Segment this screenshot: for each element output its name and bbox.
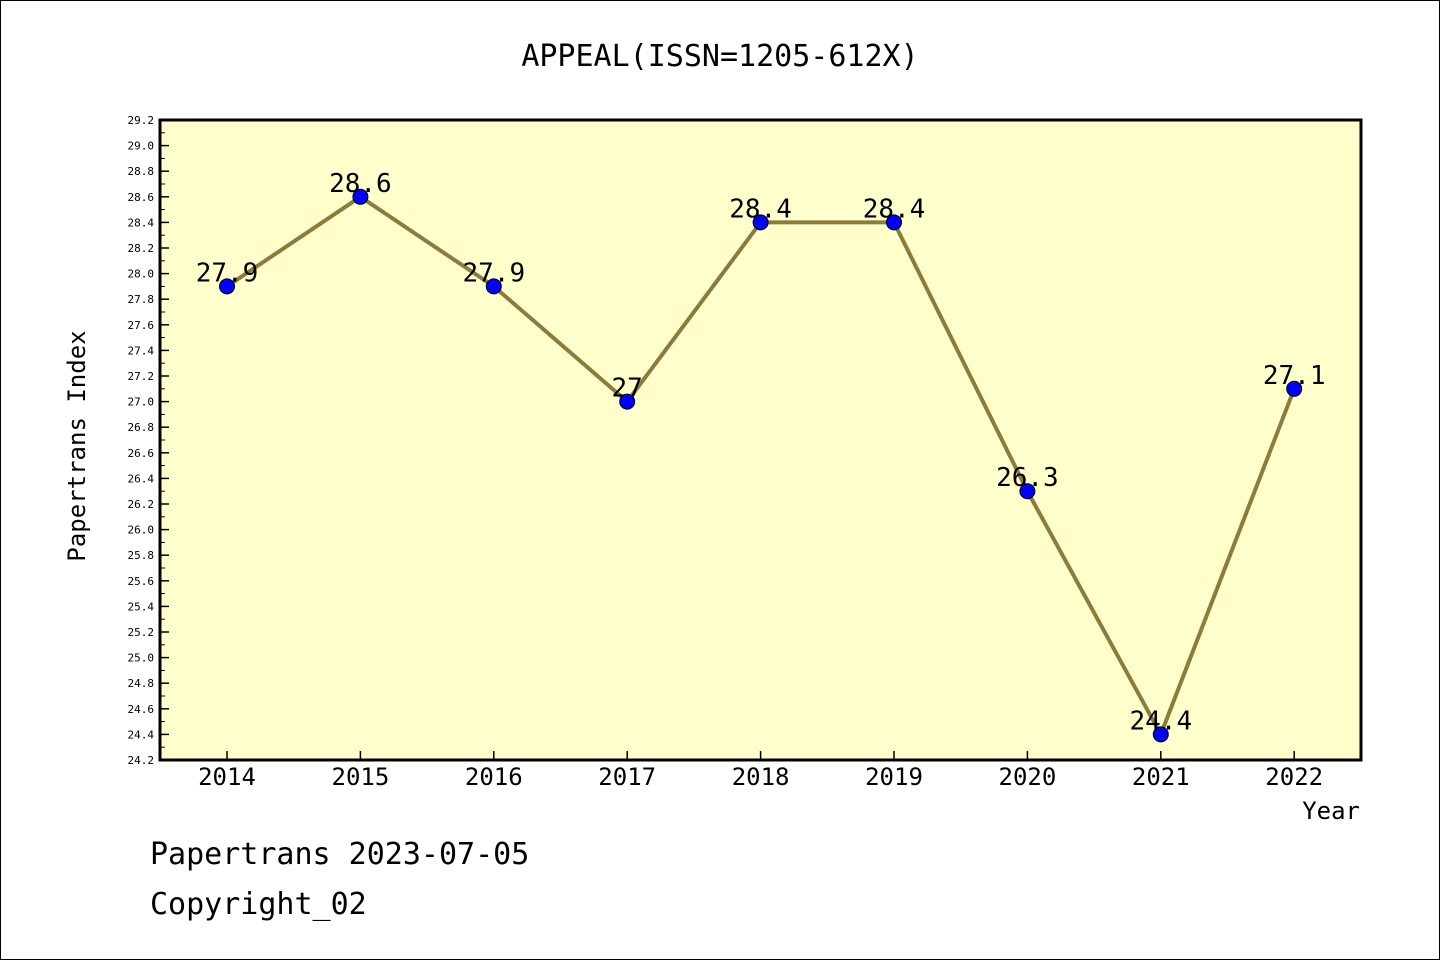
data-label: 28.4 — [863, 194, 926, 224]
x-tick-label: 2017 — [598, 763, 656, 791]
x-tick-label: 2016 — [465, 763, 523, 791]
y-tick-label: 28.4 — [128, 216, 155, 229]
data-point — [352, 188, 369, 205]
y-tick-label: 25.2 — [128, 626, 155, 639]
y-tick-label: 27.0 — [128, 396, 155, 409]
y-tick-label: 26.4 — [128, 472, 155, 485]
data-point — [485, 278, 502, 295]
y-axis: 24.2 24.4 24.6 24.8 25.0 25.2 25.4 25.6 25.8 26.0… — [128, 114, 169, 767]
y-tick-label: 28.6 — [128, 191, 155, 204]
x-tick-label: 2015 — [332, 763, 390, 791]
y-axis-label: Papertrans Index — [63, 330, 91, 561]
data-point — [886, 214, 902, 231]
data-label: 28.6 — [329, 169, 392, 199]
data-label: 27 — [612, 374, 643, 404]
x-axis-label: Year — [1302, 797, 1360, 825]
y-tick-label: 28.8 — [128, 165, 155, 178]
y-tick-label: 26.6 — [128, 447, 155, 460]
y-tick-label: 24.6 — [128, 703, 155, 716]
y-tick-label: 25.0 — [128, 652, 155, 665]
data-point — [619, 393, 636, 410]
y-tick-label: 26.0 — [128, 524, 155, 537]
y-tick-label: 29.2 — [128, 114, 155, 127]
data-labels: 27.9 28.6 27.9 27 28.4 28.4 26.3 24.4 27.1 — [196, 169, 1326, 737]
data-point — [752, 214, 769, 231]
y-tick-label: 24.8 — [128, 677, 155, 690]
data-point — [219, 278, 235, 295]
y-tick-label: 28.0 — [128, 268, 155, 281]
x-tick-label: 2020 — [999, 763, 1057, 791]
y-tick-label: 27.6 — [128, 319, 155, 332]
chart-title: APPEAL(ISSN=1205-612X) — [521, 39, 918, 74]
y-tick-label: 27.4 — [128, 344, 155, 357]
y-tick-label: 25.8 — [128, 549, 155, 562]
y-tick-label: 25.4 — [128, 600, 155, 613]
data-label: 27.1 — [1263, 361, 1326, 391]
data-label: 28.4 — [729, 194, 792, 224]
footer-copyright: Copyright_02 — [150, 887, 367, 922]
data-point — [1152, 726, 1169, 743]
data-point — [1019, 483, 1036, 500]
data-label: 27.9 — [462, 258, 525, 288]
y-tick-label: 24.2 — [128, 754, 155, 767]
footer-date: Papertrans 2023-07-05 — [150, 837, 529, 872]
x-tick-label: 2021 — [1132, 763, 1190, 791]
data-markers — [219, 188, 1303, 743]
data-label: 24.4 — [1129, 706, 1192, 736]
x-tick-label: 2018 — [732, 763, 790, 791]
x-tick-label: 2022 — [1265, 763, 1323, 791]
y-tick-label: 27.2 — [128, 370, 155, 383]
x-tick-label: 2014 — [198, 763, 256, 791]
x-axis: 2014 2015 2016 2017 2018 2019 2020 2021 2022 — [198, 751, 1323, 791]
y-tick-label: 28.2 — [128, 242, 155, 255]
y-tick-label: 26.2 — [128, 498, 155, 511]
data-point — [1286, 380, 1303, 397]
y-tick-label: 26.8 — [128, 421, 155, 434]
y-tick-label: 27.8 — [128, 293, 155, 306]
y-tick-label: 24.4 — [128, 728, 155, 741]
x-tick-label: 2019 — [865, 763, 923, 791]
data-label: 26.3 — [996, 463, 1059, 493]
y-tick-label: 25.6 — [128, 575, 155, 588]
y-tick-label: 29.0 — [128, 140, 155, 153]
data-label: 27.9 — [196, 258, 259, 288]
